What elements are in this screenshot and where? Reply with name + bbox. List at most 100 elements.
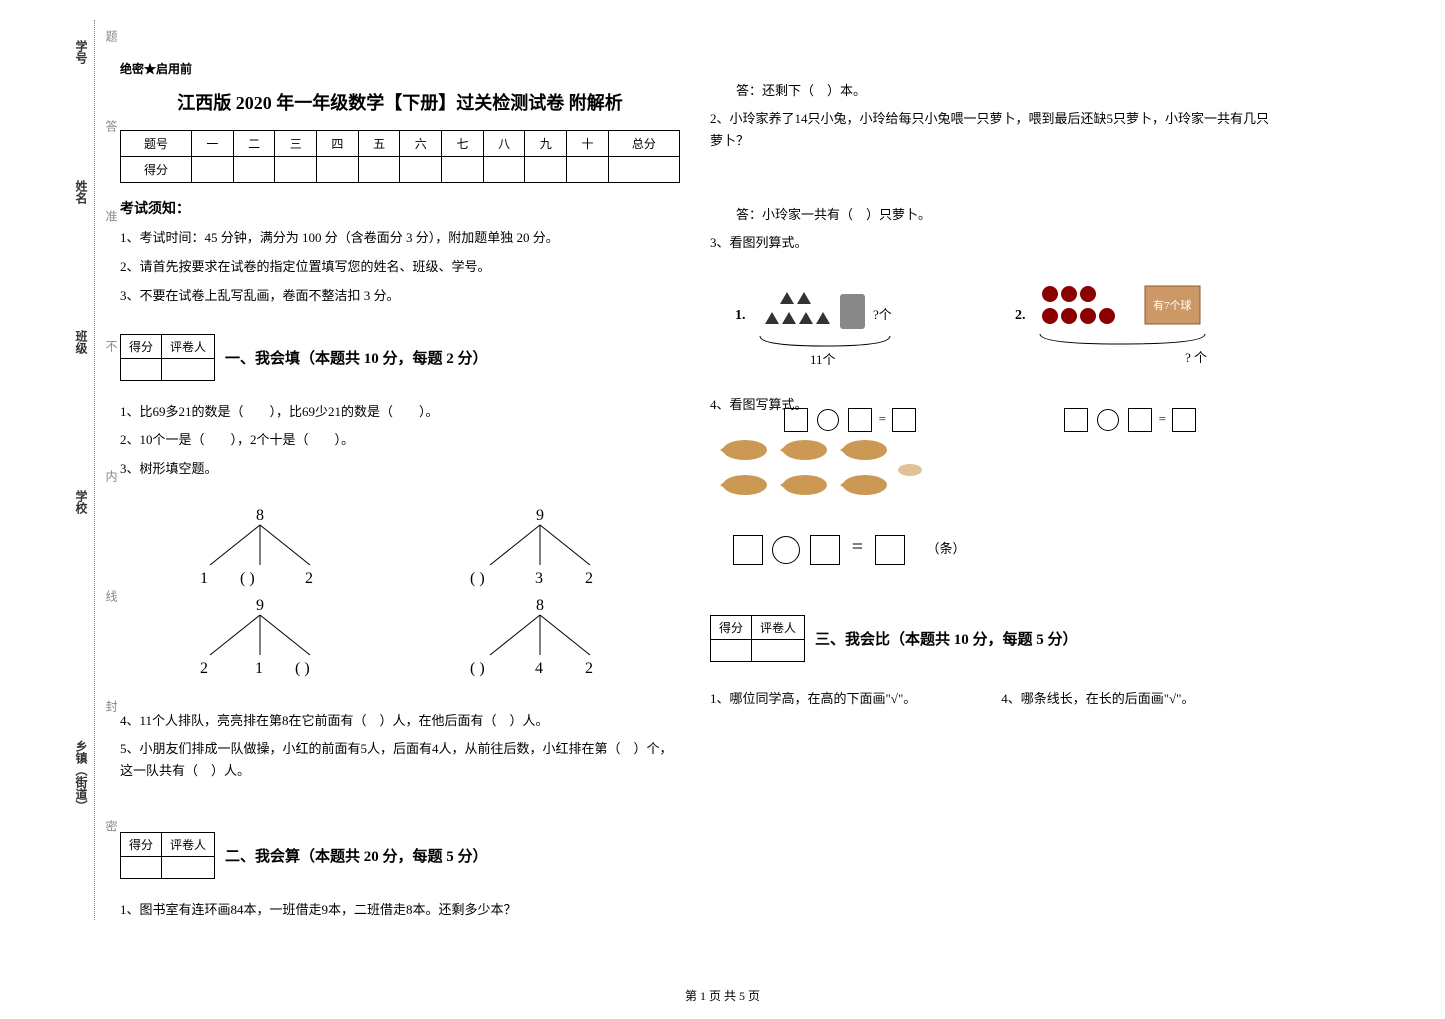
binding-label-banji: 班级 <box>73 330 90 354</box>
section1-header: 得分评卷人 一、我会填（本题共 10 分，每题 2 分） <box>120 324 680 391</box>
t1b-r: ( ) <box>295 660 310 677</box>
svg-text:?个: ?个 <box>873 307 892 322</box>
eq2-b2 <box>1128 408 1152 432</box>
t1b-m: 1 <box>255 660 263 677</box>
page-container: 绝密★启用前 江西版 2020 年一年级数学【下册】过关检测试卷 附解析 题号 … <box>120 60 1400 960</box>
td-s9 <box>525 157 567 183</box>
binding-dot-xian: 线 <box>103 590 120 610</box>
fish-equation: = （条） <box>730 535 1270 565</box>
th-2: 二 <box>233 131 275 157</box>
t1b-l: 2 <box>200 660 208 677</box>
section3-title: 三、我会比（本题共 10 分，每题 5 分） <box>815 628 1078 649</box>
th-total: 总分 <box>608 131 679 157</box>
t2b-m: 4 <box>535 660 543 677</box>
eq3-equals: = <box>852 536 863 558</box>
gt2-defen: 得分 <box>121 832 162 856</box>
binding-dot-bu: 不 <box>103 340 120 360</box>
tree-2-svg: 9 ( ) 3 2 8 ( ) 4 2 <box>440 505 640 685</box>
th-5: 五 <box>358 131 400 157</box>
th-6: 六 <box>400 131 442 157</box>
section2-header: 得分评卷人 二、我会算（本题共 20 分，每题 5 分） <box>120 822 680 889</box>
t2-l: ( ) <box>470 570 485 587</box>
binding-dot-nei: 内 <box>103 470 120 490</box>
td-s8 <box>483 157 525 183</box>
gt1-defen: 得分 <box>121 335 162 359</box>
score-table: 题号 一 二 三 四 五 六 七 八 九 十 总分 得分 <box>120 130 680 183</box>
grader-table-1: 得分评卷人 <box>120 334 215 381</box>
fish-svg <box>710 425 930 525</box>
left-column: 绝密★启用前 江西版 2020 年一年级数学【下册】过关检测试卷 附解析 题号 … <box>120 60 680 927</box>
th-10: 十 <box>567 131 609 157</box>
balls-equation: = <box>1005 408 1255 432</box>
s3-q4: 4、哪条线长，在长的后面画"√"。 <box>1001 688 1270 710</box>
gt1-b1 <box>121 359 162 381</box>
tree-1-svg: 8 1 ( ) 2 9 2 1 ( ) <box>160 505 360 685</box>
t2b-l: ( ) <box>470 660 485 677</box>
balls-svg: 2. 有7个球 ? 个 <box>1005 274 1255 394</box>
page-footer: 第 1 页 共 5 页 <box>0 987 1445 1004</box>
gt3-b2 <box>752 639 805 661</box>
grader-table-2: 得分评卷人 <box>120 832 215 879</box>
eq3-unit: （条） <box>927 541 966 556</box>
td-s4 <box>317 157 359 183</box>
s2-q1-answer: 答：还剩下（ ）本。 <box>710 80 1270 102</box>
t1-m: ( ) <box>240 570 255 587</box>
binding-dot-feng: 封 <box>103 700 120 720</box>
gt3-b1 <box>711 639 752 661</box>
tree-figures: 8 1 ( ) 2 9 2 1 ( ) <box>120 495 680 695</box>
t2b-r: 2 <box>585 660 593 677</box>
s1-q2: 2、10个一是（ ），2个十是（ ）。 <box>120 429 680 451</box>
s3-q1: 1、哪位同学高，在高的下面画"√"。 <box>710 688 979 710</box>
binding-dot-mi: 密 <box>103 820 120 840</box>
gt2-pjr: 评卷人 <box>162 832 215 856</box>
eq3-op <box>772 536 800 564</box>
s1-q1: 1、比69多21的数是（ ），比69少21的数是（ ）。 <box>120 401 680 423</box>
binding-dot-zhun: 准 <box>103 210 120 230</box>
svg-text:1.: 1. <box>735 308 746 323</box>
exam-title: 江西版 2020 年一年级数学【下册】过关检测试卷 附解析 <box>120 89 680 115</box>
balls-q-label: ? 个 <box>1185 350 1207 365</box>
svg-text:2.: 2. <box>1015 308 1026 323</box>
binding-dot-da: 答 <box>103 120 120 140</box>
binding-label-xiangzhen: 乡镇（街道） <box>73 740 90 812</box>
td-stotal <box>608 157 679 183</box>
instruction-2: 2、请首先按要求在试卷的指定位置填写您的姓名、班级、学号。 <box>120 257 680 278</box>
td-s10 <box>567 157 609 183</box>
gt3-pjr: 评卷人 <box>752 615 805 639</box>
exam-notice-heading: 考试须知： <box>120 198 680 218</box>
gt2-b1 <box>121 856 162 878</box>
score-table-score-row: 得分 <box>121 157 680 183</box>
td-defen: 得分 <box>121 157 192 183</box>
binding-strip: 学号 姓名 班级 学校 乡镇（街道） 题 答 准 不 内 线 封 密 <box>35 20 95 920</box>
eq2-b3 <box>1172 408 1196 432</box>
t1-top: 8 <box>256 507 264 524</box>
eq3-b3 <box>875 535 905 565</box>
binding-label-xingming: 姓名 <box>73 180 90 204</box>
t1-r: 2 <box>305 570 313 587</box>
instruction-1: 1、考试时间：45 分钟，满分为 100 分（含卷面分 3 分），附加题单独 2… <box>120 228 680 249</box>
s2-q1: 1、图书室有连环画84本，一班借走9本，二班借走8本。还剩多少本？ <box>120 899 680 921</box>
t1b-top: 9 <box>256 597 264 614</box>
eq2-b1 <box>1064 408 1088 432</box>
th-7: 七 <box>442 131 484 157</box>
td-s3 <box>275 157 317 183</box>
th-3: 三 <box>275 131 317 157</box>
instruction-3: 3、不要在试卷上乱写乱画，卷面不整洁扣 3 分。 <box>120 286 680 307</box>
td-s6 <box>400 157 442 183</box>
t2b-top: 8 <box>536 597 544 614</box>
section1-title: 一、我会填（本题共 10 分，每题 2 分） <box>225 347 488 368</box>
eq2-equals: = <box>1159 411 1166 426</box>
fish-figure <box>710 425 930 525</box>
binding-dot-ti: 题 <box>103 30 120 50</box>
grader-table-3: 得分评卷人 <box>710 615 805 662</box>
chicks-total-label: 11个 <box>810 352 836 367</box>
score-table-header-row: 题号 一 二 三 四 五 六 七 八 九 十 总分 <box>121 131 680 157</box>
th-tihao: 题号 <box>121 131 192 157</box>
gt2-b2 <box>162 856 215 878</box>
eq3-b2 <box>810 535 840 565</box>
t2-r: 2 <box>585 570 593 587</box>
spacer-1 <box>710 158 1270 198</box>
binding-label-xuexiao: 学校 <box>73 490 90 514</box>
s2-q3: 3、看图列算式。 <box>710 232 1270 254</box>
eq2-op <box>1097 409 1119 431</box>
